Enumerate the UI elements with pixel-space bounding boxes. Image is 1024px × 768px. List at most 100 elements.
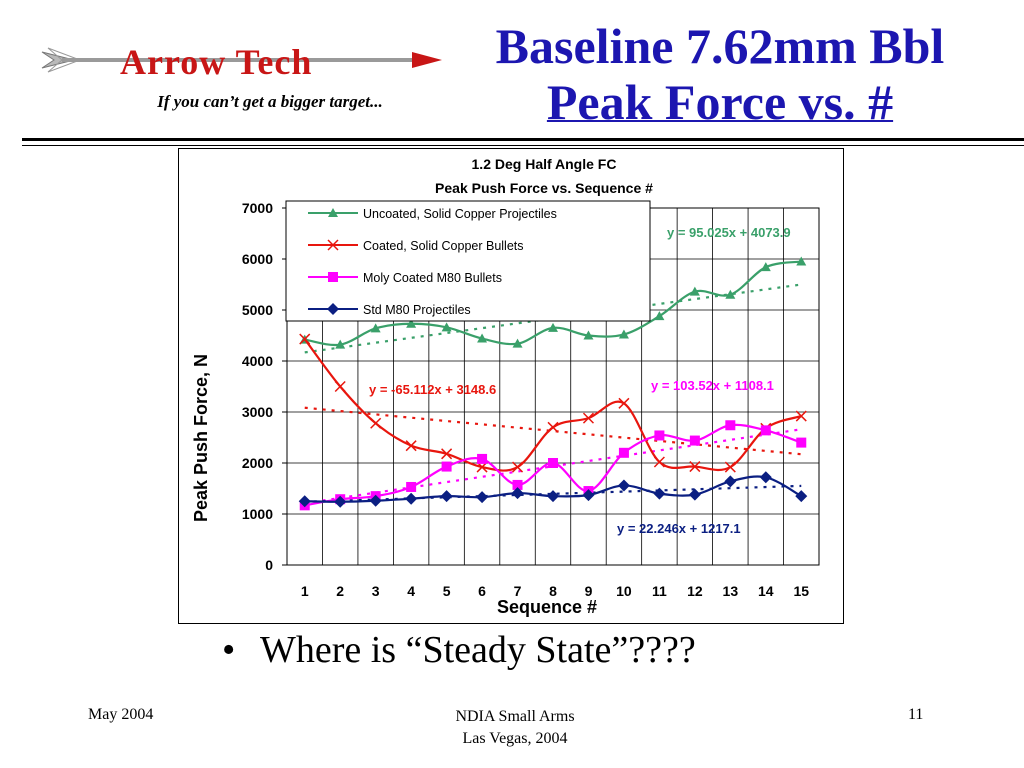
std-m80-projectiles-point: [369, 494, 382, 507]
moly-coated-m80-bullets-point: [725, 420, 736, 431]
slide-title-line1: Baseline 7.62mm Bbl: [495, 18, 945, 74]
coated-solid-copper-bullets-point: [582, 412, 594, 424]
moly-coated-m80-bullets-point: [654, 430, 665, 441]
slide-title-line2: Peak Force vs. #: [546, 74, 894, 130]
coated-solid-copper-bullets-point: [512, 461, 524, 473]
y-tick-label: 2000: [242, 455, 273, 471]
line-chart: 1.2 Deg Half Angle FC Peak Push Force vs…: [191, 156, 820, 617]
x-tick-label: 9: [585, 583, 593, 599]
moly-coated-m80-bullets-point: [441, 461, 452, 472]
coated-solid-copper-bullets-point: [653, 456, 665, 468]
uncoated-solid-copper-projectiles-point: [725, 289, 736, 299]
coated-solid-copper-bullets-point: [724, 461, 736, 473]
moly-coated-m80-bullets-point: [406, 481, 417, 492]
uncoated-solid-copper-projectiles-point: [406, 318, 417, 328]
legend-label: Coated, Solid Copper Bullets: [363, 239, 524, 253]
uncoated-solid-copper-projectiles-trend-equation: y = 95.025x + 4073.9: [667, 225, 791, 240]
y-tick-label: 0: [265, 557, 273, 573]
uncoated-solid-copper-projectiles-point: [689, 286, 700, 296]
footer-event-line1: NDIA Small Arms: [455, 708, 575, 725]
y-tick-label: 7000: [242, 200, 273, 216]
coated-solid-copper-bullets-point: [370, 417, 382, 429]
coated-solid-copper-bullets-point: [795, 410, 807, 422]
coated-solid-copper-bullets-point: [547, 421, 559, 433]
x-tick-label: 6: [478, 583, 486, 599]
uncoated-solid-copper-projectiles-point: [477, 333, 488, 343]
std-m80-projectiles-point: [476, 491, 489, 504]
moly-coated-m80-bullets-point: [760, 425, 771, 436]
std-m80-projectiles-point: [724, 475, 737, 488]
x-tick-label: 15: [793, 583, 809, 599]
x-tick-label: 3: [372, 583, 380, 599]
bullet-text: Where is “Steady State”????: [260, 629, 696, 671]
coated-solid-copper-bullets-point: [689, 461, 701, 473]
x-axis-label: Sequence #: [497, 597, 597, 617]
legend-swatch-marker: [327, 303, 339, 315]
y-tick-label: 3000: [242, 404, 273, 420]
x-tick-label: 10: [616, 583, 632, 599]
x-tick-label: 4: [407, 583, 415, 599]
x-tick-label: 2: [336, 583, 344, 599]
coated-solid-copper-bullets-point: [618, 397, 630, 409]
std-m80-projectiles-point: [547, 490, 559, 503]
moly-coated-m80-bullets-trendline: [304, 428, 802, 505]
coated-solid-copper-bullets-point: [299, 333, 311, 345]
footer-event-line2: Las Vegas, 2004: [462, 730, 568, 747]
chart-frame: 1.2 Deg Half Angle FC Peak Push Force vs…: [178, 148, 844, 624]
moly-coated-m80-bullets-point: [618, 447, 629, 458]
bullet-dot: •: [222, 629, 236, 671]
legend-swatch-marker: [327, 239, 339, 251]
uncoated-solid-copper-projectiles-point: [548, 322, 558, 332]
uncoated-solid-copper-projectiles-point: [618, 329, 629, 339]
std-m80-projectiles-point: [334, 495, 347, 508]
legend-box: [285, 200, 651, 322]
bullet-item: • Where is “Steady State”????: [222, 628, 696, 672]
moly-coated-m80-bullets-point: [796, 437, 807, 448]
logo-text: Arrow Tech: [120, 42, 312, 82]
uncoated-solid-copper-projectiles-point: [370, 323, 381, 333]
x-tick-label: 14: [758, 583, 774, 599]
moly-coated-m80-bullets-point: [548, 458, 558, 468]
coated-solid-copper-bullets-trend-equation: y = -65.112x + 3148.6: [369, 382, 496, 397]
coated-solid-copper-bullets-point: [334, 380, 346, 393]
std-m80-projectiles-point: [795, 490, 808, 503]
slide-title: Baseline 7.62mm Bbl Peak Force vs. #: [420, 18, 1020, 130]
std-m80-projectiles-point: [298, 495, 311, 508]
arrow-tech-logo: Arrow Tech: [41, 42, 442, 82]
header-rule-thin: [22, 145, 1024, 146]
y-tick-label: 6000: [242, 251, 273, 267]
std-m80-projectiles-point: [582, 489, 595, 502]
footer-date: May 2004: [88, 706, 154, 723]
coated-solid-copper-bullets-trendline: [304, 406, 802, 456]
y-axis-label: Peak Push Force, N: [191, 354, 211, 522]
coated-solid-copper-bullets-point: [405, 440, 417, 452]
uncoated-solid-copper-projectiles-point: [796, 256, 807, 266]
y-tick-label: 1000: [242, 506, 273, 522]
x-tick-label: 11: [652, 583, 667, 599]
y-tick-label: 5000: [242, 302, 273, 318]
legend-swatch-marker: [328, 272, 338, 282]
x-tick-label: 7: [514, 583, 522, 599]
x-tick-label: 1: [301, 583, 309, 599]
uncoated-solid-copper-projectiles-point: [512, 338, 523, 348]
uncoated-solid-copper-projectiles-point: [441, 322, 452, 332]
legend-label: Moly Coated M80 Bullets: [363, 271, 502, 285]
uncoated-solid-copper-projectiles-trendline: [304, 283, 802, 354]
std-m80-projectiles-trend-equation: y = 22.246x + 1217.1: [617, 521, 741, 536]
moly-coated-m80-bullets-point: [477, 453, 488, 464]
coated-solid-copper-bullets-point: [441, 448, 453, 460]
header-rule: [22, 138, 1024, 141]
x-tick-label: 8: [549, 583, 557, 599]
footer-event: NDIA Small Arms Las Vegas, 2004: [400, 706, 630, 750]
std-m80-projectiles-point: [617, 479, 630, 492]
uncoated-solid-copper-projectiles-point: [335, 339, 346, 349]
x-tick-label: 13: [723, 583, 739, 599]
std-m80-projectiles-point: [653, 487, 666, 500]
std-m80-projectiles-point: [688, 488, 701, 501]
chart-title: 1.2 Deg Half Angle FC: [472, 156, 617, 172]
legend-label: Std M80 Projectiles: [363, 303, 471, 317]
moly-coated-m80-bullets-trend-equation: y = 103.52x + 1108.1: [651, 378, 774, 393]
tagline: If you can’t get a bigger target...: [157, 92, 383, 111]
legend-label: Uncoated, Solid Copper Projectiles: [363, 207, 557, 221]
x-tick-label: 5: [443, 583, 451, 599]
